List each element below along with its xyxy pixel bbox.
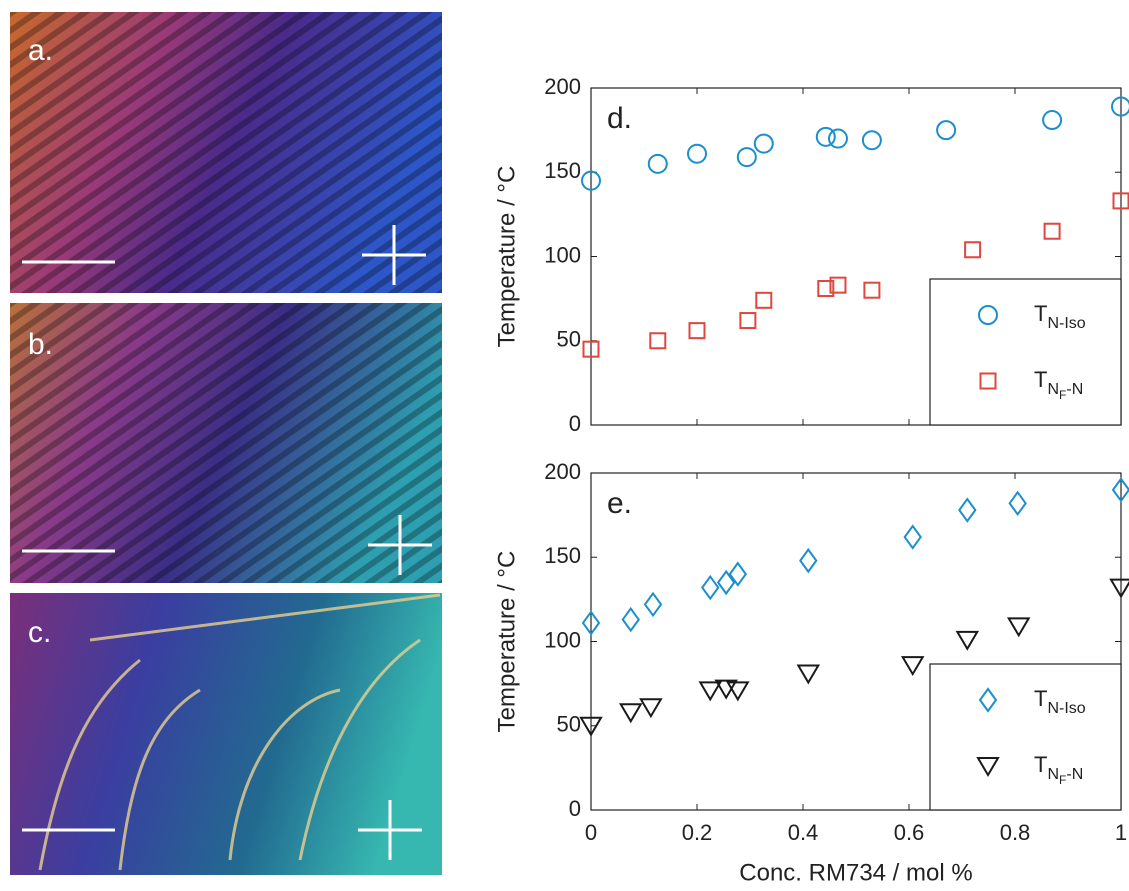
marker	[688, 322, 706, 340]
legend-label-part: T	[1034, 686, 1047, 711]
legend-marker	[976, 757, 1000, 777]
marker	[1111, 96, 1129, 117]
legend-box	[929, 663, 1122, 811]
micrograph-c: c.	[10, 593, 442, 875]
marker	[900, 656, 925, 677]
panel-label: d.	[607, 102, 632, 135]
legend-label-part: N	[1047, 766, 1059, 783]
y-tick-label: 150	[544, 158, 581, 183]
legend-label-part: -N	[1066, 766, 1083, 783]
y-tick-label: 0	[569, 796, 581, 821]
legend-label-part: T	[1034, 752, 1047, 777]
marker	[1109, 578, 1129, 599]
y-tick-label: 200	[544, 459, 581, 484]
legend-marker	[979, 372, 997, 390]
panel-label: a.	[28, 34, 53, 67]
legend-label: TNF-N	[1034, 367, 1083, 402]
y-tick-label: 200	[544, 74, 581, 99]
marker	[726, 681, 750, 702]
marker	[739, 312, 757, 330]
legend-label: TN-Iso	[1034, 686, 1086, 717]
marker	[621, 606, 640, 633]
legend-label-part: N-Iso	[1047, 700, 1085, 717]
x-tick-label: 1	[1115, 820, 1127, 845]
x-tick-label: 0.2	[682, 820, 713, 845]
marker	[579, 716, 603, 737]
marker	[582, 340, 600, 358]
micrograph-a: a.	[10, 12, 442, 293]
legend-marker	[978, 687, 998, 713]
marker	[817, 280, 835, 298]
marker	[736, 147, 757, 168]
marker	[829, 276, 847, 294]
panel-label: c.	[28, 616, 51, 649]
marker	[1043, 222, 1061, 240]
chart: 0 50 100 150 200 0 0.2 0.4 0.6 0.8 1 Temperature / …	[493, 459, 1129, 886]
legend-label-part: T	[1034, 367, 1047, 392]
marker	[687, 143, 707, 164]
y-tick-label: 50	[557, 327, 581, 352]
x-tick-label: 0.8	[1000, 820, 1031, 845]
legend-label: TN-Iso	[1034, 301, 1086, 332]
x-axis-label: Conc. RM734 / mol %	[739, 859, 972, 886]
legend-label-part: F	[1059, 388, 1066, 402]
x-tick-label: 0.6	[894, 820, 925, 845]
marker	[643, 591, 663, 618]
marker	[639, 698, 663, 719]
y-tick-label: 50	[557, 712, 581, 737]
marker	[649, 332, 667, 350]
marker	[827, 128, 848, 149]
legend-label-part: N	[1047, 381, 1059, 398]
y-tick-label: 100	[544, 242, 581, 267]
marker	[1042, 110, 1063, 131]
marker	[698, 681, 722, 702]
marker	[701, 574, 720, 601]
y-axis-label: Temperature / °C	[493, 551, 520, 733]
marker	[1008, 490, 1027, 517]
marker	[964, 241, 982, 259]
legend-entry: TN-Iso	[978, 301, 1086, 332]
y-tick-label: 150	[544, 543, 581, 568]
marker	[861, 130, 882, 151]
marker	[728, 561, 748, 587]
marker	[799, 547, 818, 574]
micrograph-b: b.	[10, 303, 442, 583]
legend-entry: TNF-N	[976, 752, 1083, 787]
legend-entry: TNF-N	[979, 367, 1083, 402]
y-tick-label: 100	[544, 627, 581, 652]
marker	[955, 630, 980, 651]
marker	[863, 281, 881, 299]
marker	[755, 291, 773, 309]
legend-label-part: T	[1034, 301, 1047, 326]
marker	[958, 497, 977, 523]
marker	[647, 153, 668, 174]
marker	[936, 120, 957, 141]
x-tick-label: 0	[585, 820, 597, 845]
x-tick-label: 0.4	[788, 820, 819, 845]
y-tick-label: 0	[569, 411, 581, 436]
marker	[815, 126, 836, 147]
legend-entry: TN-Iso	[978, 686, 1086, 717]
marker	[581, 610, 601, 636]
legend-label: TNF-N	[1034, 752, 1083, 787]
legend-marker	[978, 305, 998, 325]
legend-label-part: -N	[1066, 381, 1083, 398]
y-axis-label: Temperature / °C	[493, 166, 520, 348]
marker	[581, 170, 601, 191]
marker	[903, 524, 922, 550]
panel-label: b.	[28, 328, 53, 361]
marker	[753, 133, 774, 154]
marker	[1111, 477, 1129, 503]
marker	[1006, 617, 1031, 638]
legend-label-part: N-Iso	[1047, 315, 1085, 332]
marker	[619, 703, 643, 724]
legend-box	[929, 278, 1122, 426]
panel-label: e.	[607, 487, 632, 520]
marker	[716, 569, 736, 596]
marker	[796, 664, 821, 685]
legend-label-part: F	[1059, 773, 1066, 787]
